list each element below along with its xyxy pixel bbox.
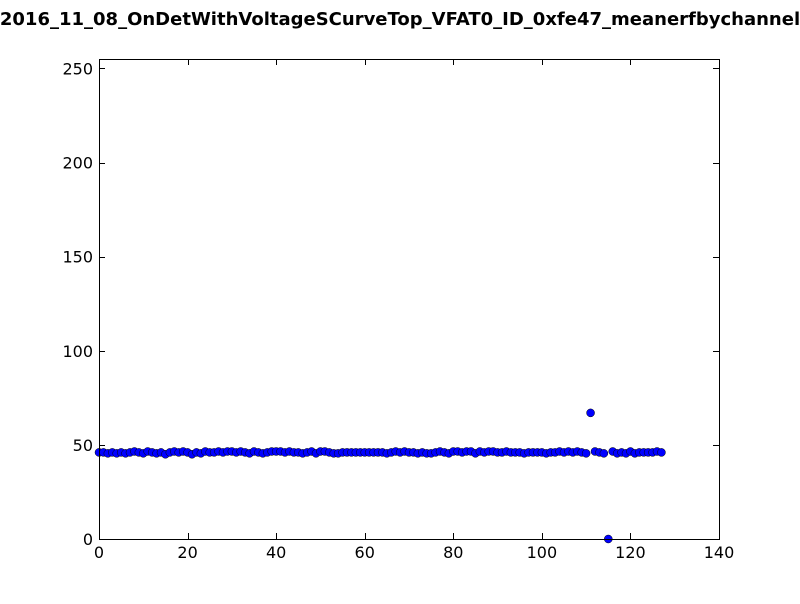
data-point xyxy=(599,449,609,458)
y-tick-label: 50 xyxy=(73,436,93,455)
axis-ticks: 0 20 40 60 80 100 120 140 0 50 100 150 200 250 xyxy=(62,59,734,562)
data-point xyxy=(581,449,591,458)
x-tick-label: 60 xyxy=(355,543,375,562)
x-tick-label: 0 xyxy=(94,543,104,562)
data-point xyxy=(657,448,666,457)
x-tick-label: 140 xyxy=(704,543,735,562)
x-tick-label: 80 xyxy=(443,543,463,562)
x-tick-label: 40 xyxy=(266,543,286,562)
x-tick-label: 100 xyxy=(527,543,558,562)
data-point xyxy=(586,408,595,418)
y-tick-label: 200 xyxy=(62,154,93,173)
plot-area-frame xyxy=(99,59,720,540)
data-markers xyxy=(94,408,666,544)
y-tick-label: 0 xyxy=(83,530,93,549)
y-tick-label: 150 xyxy=(62,248,93,267)
x-tick-label: 20 xyxy=(177,543,197,562)
y-tick-label: 250 xyxy=(62,59,93,78)
x-tick-label: 120 xyxy=(615,543,646,562)
chart-title: 2016_11_08_OnDetWithVoltageSCurveTop_VFA… xyxy=(0,9,800,30)
y-tick-label: 100 xyxy=(62,342,93,361)
